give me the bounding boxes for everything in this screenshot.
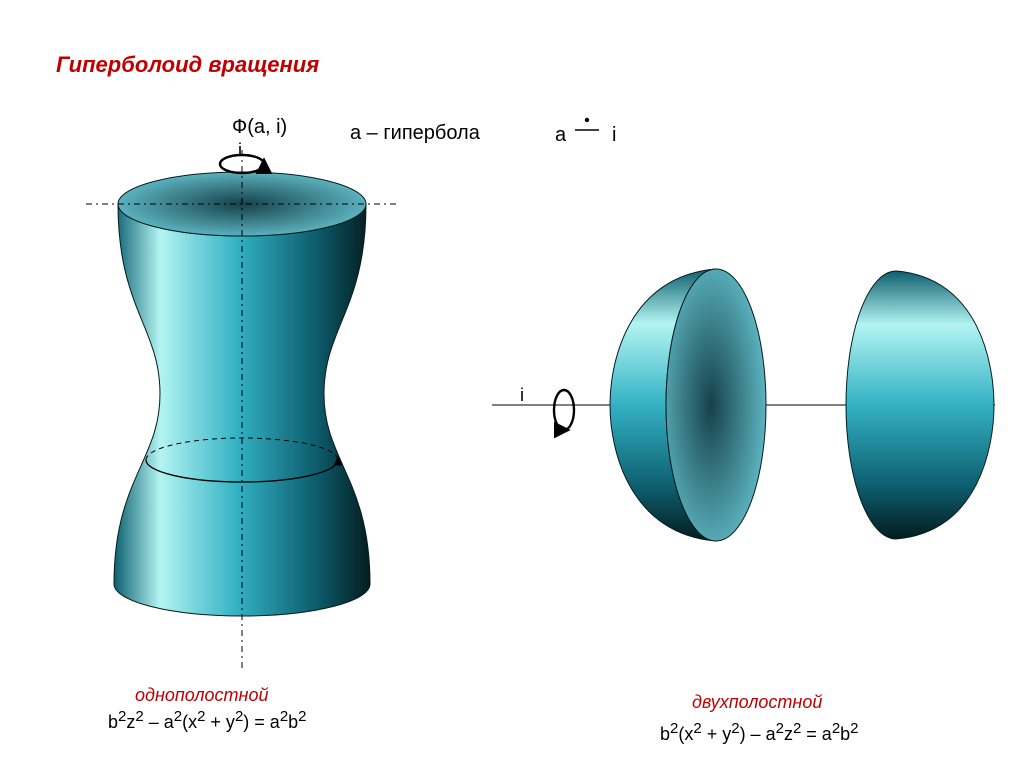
diagram-canvas (0, 0, 1024, 767)
one-sheet-hyperboloid (86, 150, 398, 668)
two-sheet-hyperboloid (492, 269, 995, 541)
relation-glyph-icon (575, 118, 599, 130)
